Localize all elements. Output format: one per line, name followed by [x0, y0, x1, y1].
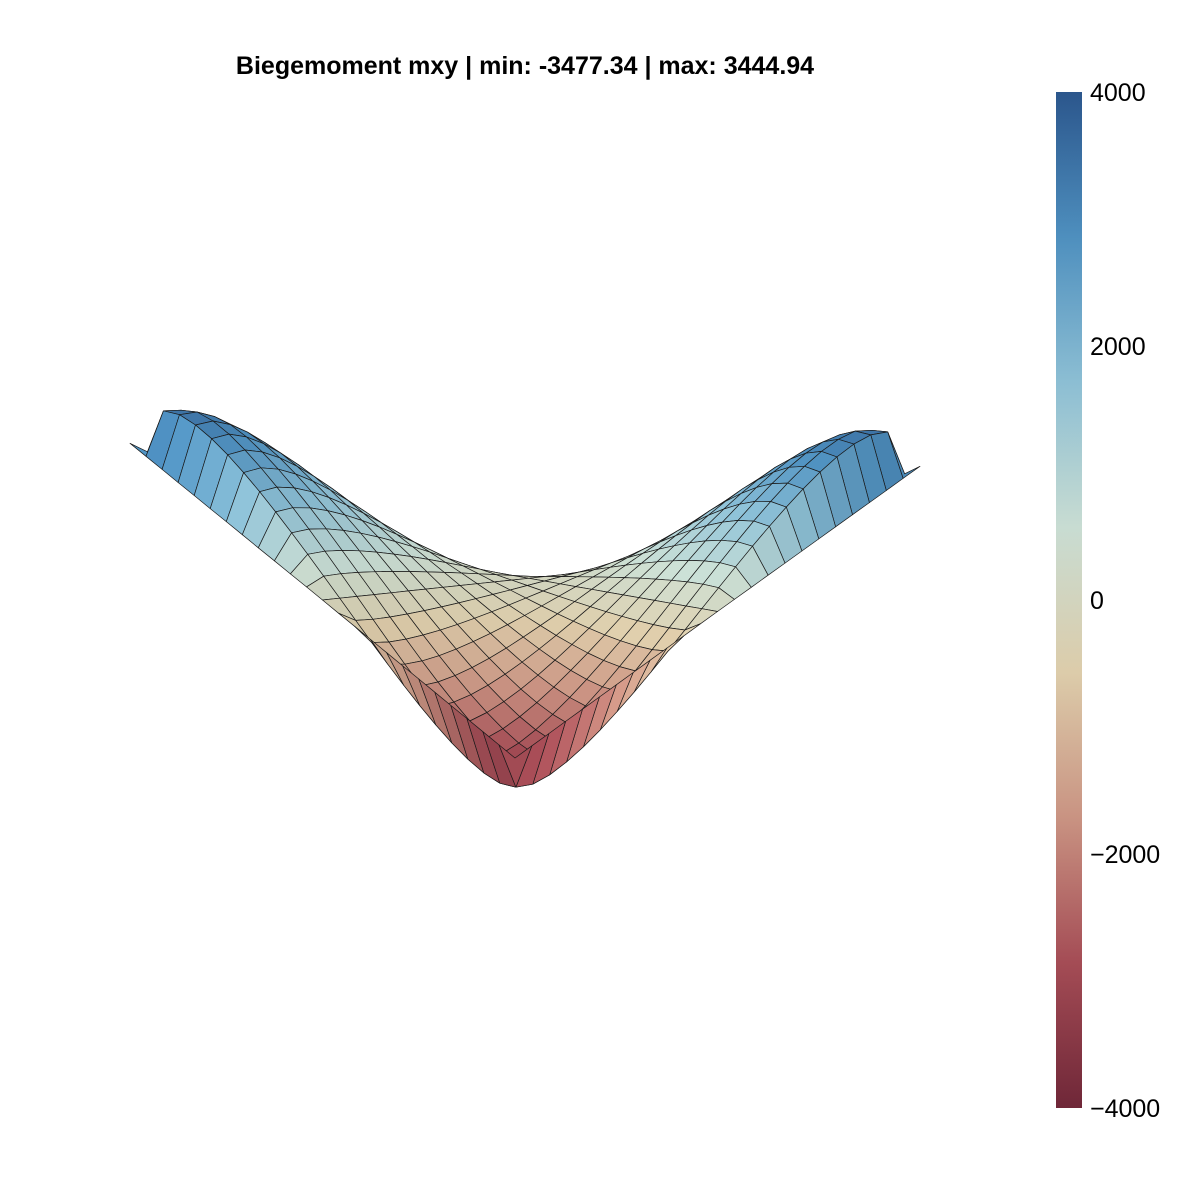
- colorbar: [1056, 92, 1082, 1108]
- chart-title: Biegemoment mxy | min: -3477.34 | max: 3…: [235, 52, 815, 80]
- colorbar-tick-neg4000: −4000: [1090, 1095, 1161, 1123]
- surface-plot: [129, 409, 921, 788]
- surface-mesh: [129, 409, 921, 788]
- colorbar-tick-0: 0: [1090, 587, 1104, 615]
- colorbar-tick-2000: 2000: [1090, 333, 1146, 361]
- colorbar-tick-neg2000: −2000: [1090, 841, 1161, 869]
- colorbar-tick-4000: 4000: [1090, 79, 1146, 107]
- surface-cell: [498, 744, 533, 788]
